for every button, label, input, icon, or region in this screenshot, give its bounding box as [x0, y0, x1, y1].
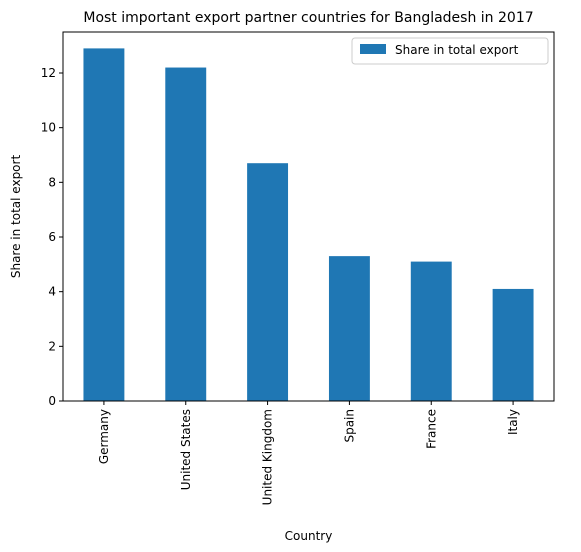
- x-tick-label: France: [424, 409, 438, 449]
- legend-box: [351, 37, 549, 65]
- chart-title: Most important export partner countries …: [83, 10, 533, 26]
- y-axis-label: Share in total export: [9, 155, 23, 279]
- bar-spain: [328, 256, 370, 401]
- bar-italy: [492, 288, 534, 401]
- y-tick-label: 6: [48, 230, 56, 244]
- x-axis: Germany United States United Kingdom Spain F…: [97, 401, 520, 505]
- bar-united-states: [165, 67, 207, 402]
- y-tick-label: 12: [41, 66, 56, 80]
- bar-united-kingdom: [247, 163, 289, 401]
- x-tick-label: Italy: [506, 409, 520, 435]
- x-tick-label: Germany: [97, 409, 111, 464]
- x-tick-label: United Kingdom: [261, 409, 275, 505]
- y-tick-label: 0: [48, 394, 56, 408]
- plot-frame: [62, 31, 555, 402]
- bar-germany: [83, 48, 125, 402]
- legend: Share in total export: [351, 37, 549, 65]
- legend-swatch: [360, 44, 386, 54]
- legend-label: Share in total export: [395, 43, 519, 57]
- x-tick-label: United States: [179, 409, 193, 490]
- x-axis-label: Country: [285, 529, 333, 543]
- y-tick-label: 4: [48, 285, 56, 299]
- x-tick-label: Spain: [342, 409, 356, 443]
- y-tick-label: 8: [48, 175, 56, 189]
- y-tick-label: 2: [48, 339, 56, 353]
- y-axis: 0 2 4 6 8 10 12: [41, 66, 63, 408]
- y-tick-label: 10: [41, 121, 56, 135]
- bar-france: [410, 261, 452, 401]
- bars-group: [83, 48, 534, 402]
